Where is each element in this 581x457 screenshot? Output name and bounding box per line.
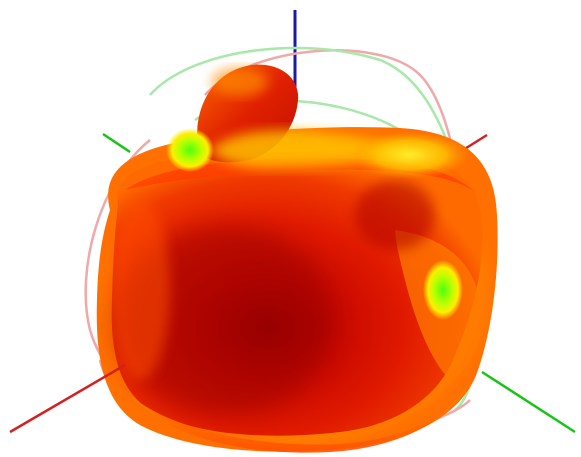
y-axis-back-segment: [102, 132, 131, 154]
x-axis: [9, 363, 126, 434]
green-spot-left: [166, 128, 214, 172]
y-axis: [481, 370, 576, 434]
yellow-spot-top-right: [350, 131, 470, 179]
x-axis-back-segment: [462, 133, 488, 152]
green-spot-right: [423, 260, 463, 320]
